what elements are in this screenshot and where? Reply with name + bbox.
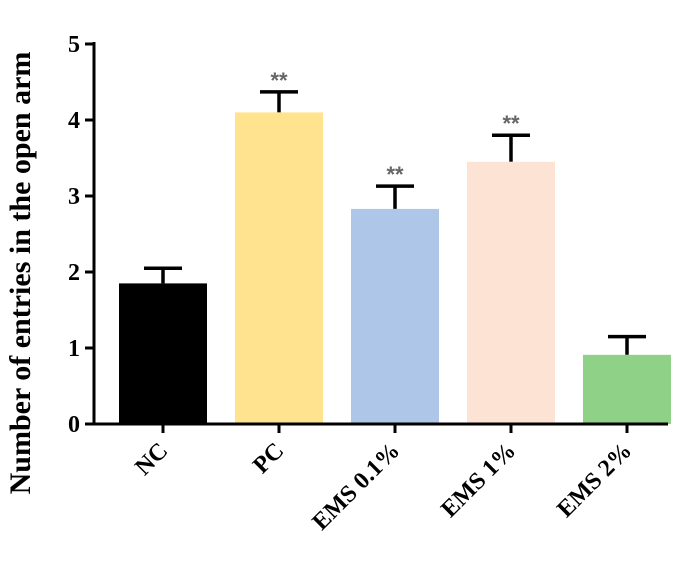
significance-3: ** [502,111,520,136]
bar-4 [583,354,671,424]
y-tick-label-3: 3 [68,184,80,210]
x-tick-label-3: EMS 1% [436,438,521,523]
plot-area: 0 1 2 3 4 5 NC ** PC ** EMS 0.1% ** EMS 1% EMS 2% [68,32,671,535]
bar-1 [235,112,323,425]
y-tick-label-5: 5 [68,32,80,58]
y-tick-label-4: 4 [68,108,80,134]
significance-1: ** [270,68,288,93]
y-tick-label-1: 1 [68,336,80,362]
x-tick-label-0: NC [130,438,173,481]
y-tick-label-2: 2 [68,260,80,286]
y-tick-label-0: 0 [68,412,80,438]
y-axis-label: Number of entries in the open arm [4,52,37,495]
bar-3 [467,161,555,425]
significance-2: ** [386,162,404,187]
bar-0 [119,283,207,424]
x-tick-label-4: EMS 2% [552,438,637,523]
x-tick-label-2: EMS 0.1% [308,438,406,536]
bar-2 [351,208,439,424]
x-tick-label-1: PC [248,438,289,479]
